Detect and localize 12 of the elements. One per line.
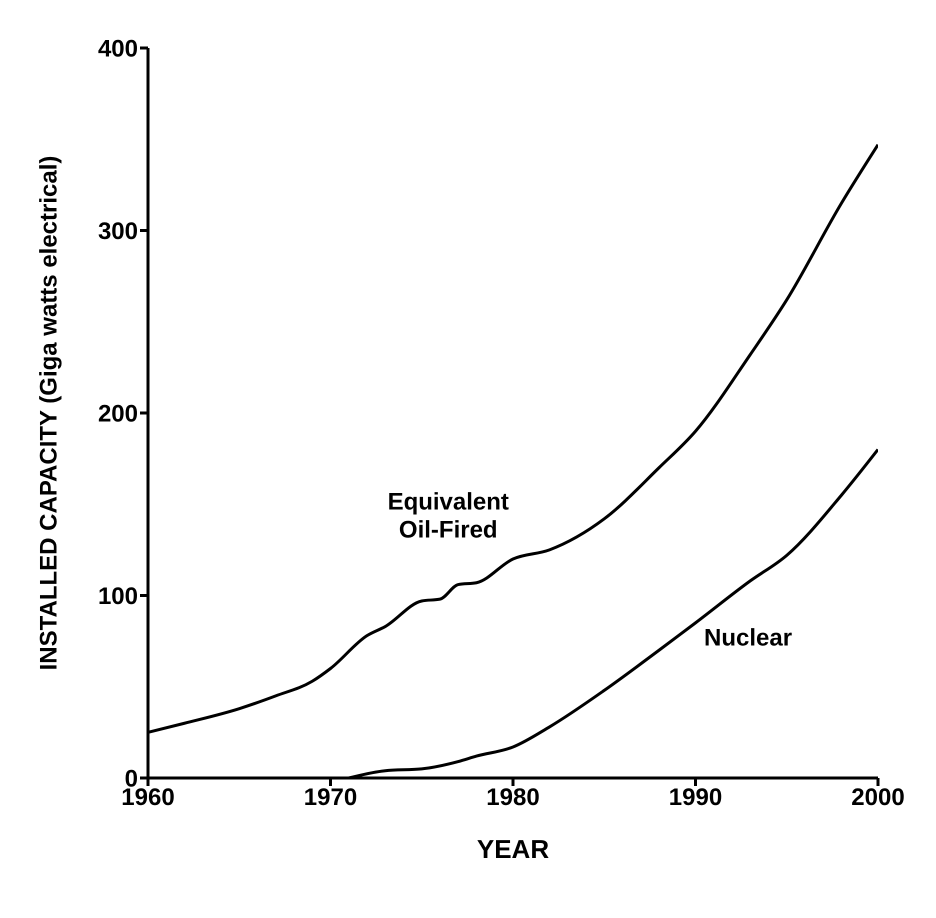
- series-label: Nuclear: [704, 624, 792, 652]
- x-tick-label: 1970: [304, 784, 358, 812]
- y-tick-label: 300: [98, 218, 138, 246]
- y-tick-label: 100: [98, 583, 138, 610]
- x-tick-label: 2000: [851, 784, 905, 812]
- x-tick-label: 1980: [486, 784, 540, 812]
- x-tick-label: 1990: [668, 784, 722, 812]
- y-tick-label: 400: [98, 36, 138, 63]
- x-axis-title: YEAR: [476, 834, 550, 864]
- series-label: Equivalent Oil-Fired: [388, 488, 509, 544]
- y-axis-title: INSTALLED CAPACITY (Giga watts electrical): [36, 156, 63, 670]
- y-tick-label: 200: [98, 400, 138, 428]
